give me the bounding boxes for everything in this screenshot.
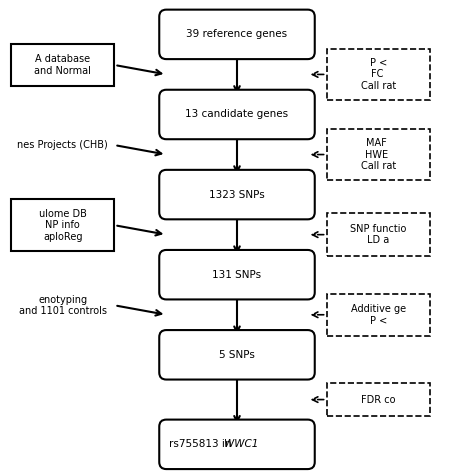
FancyBboxPatch shape — [159, 250, 315, 300]
Text: FDR co: FDR co — [361, 394, 396, 405]
Text: rs755813 in: rs755813 in — [169, 439, 235, 449]
Bar — [327, 48, 430, 100]
Text: A database
and Normal: A database and Normal — [34, 54, 91, 76]
Bar — [327, 293, 430, 336]
Text: enotyping
and 1101 controls: enotyping and 1101 controls — [18, 294, 107, 316]
FancyBboxPatch shape — [159, 170, 315, 219]
Bar — [11, 44, 115, 86]
Text: 39 reference genes: 39 reference genes — [186, 29, 288, 39]
Text: 5 SNPs: 5 SNPs — [219, 350, 255, 360]
Text: MAF 
HWE 
Call rat: MAF HWE Call rat — [361, 138, 396, 171]
Text: P <
FC 
Call rat: P < FC Call rat — [361, 58, 396, 91]
FancyBboxPatch shape — [159, 330, 315, 380]
Bar — [327, 213, 430, 256]
FancyBboxPatch shape — [159, 90, 315, 139]
Bar — [327, 383, 430, 416]
Bar — [11, 199, 115, 251]
Text: SNP functio
LD a: SNP functio LD a — [350, 224, 407, 246]
Text: 131 SNPs: 131 SNPs — [212, 270, 262, 280]
FancyBboxPatch shape — [159, 419, 315, 469]
Text: ulome DB
NP info
aploReg: ulome DB NP info aploReg — [39, 209, 87, 242]
Text: WWC1: WWC1 — [224, 439, 258, 449]
Text: Additive ge
P <: Additive ge P < — [351, 304, 406, 326]
Bar — [327, 128, 430, 181]
Text: nes Projects (CHB): nes Projects (CHB) — [17, 140, 108, 150]
Text: 13 candidate genes: 13 candidate genes — [185, 109, 289, 119]
Text: 1323 SNPs: 1323 SNPs — [209, 190, 265, 200]
FancyBboxPatch shape — [159, 9, 315, 59]
